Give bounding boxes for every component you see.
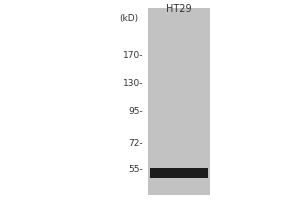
- Bar: [148, 8, 210, 195]
- Text: 55-: 55-: [128, 166, 143, 174]
- Text: 72-: 72-: [128, 138, 143, 148]
- Text: (kD): (kD): [119, 14, 138, 23]
- Text: 95-: 95-: [128, 108, 143, 116]
- Text: HT29: HT29: [166, 4, 192, 14]
- Text: 130-: 130-: [122, 78, 143, 88]
- Text: 170-: 170-: [122, 50, 143, 60]
- Bar: [150, 168, 208, 178]
